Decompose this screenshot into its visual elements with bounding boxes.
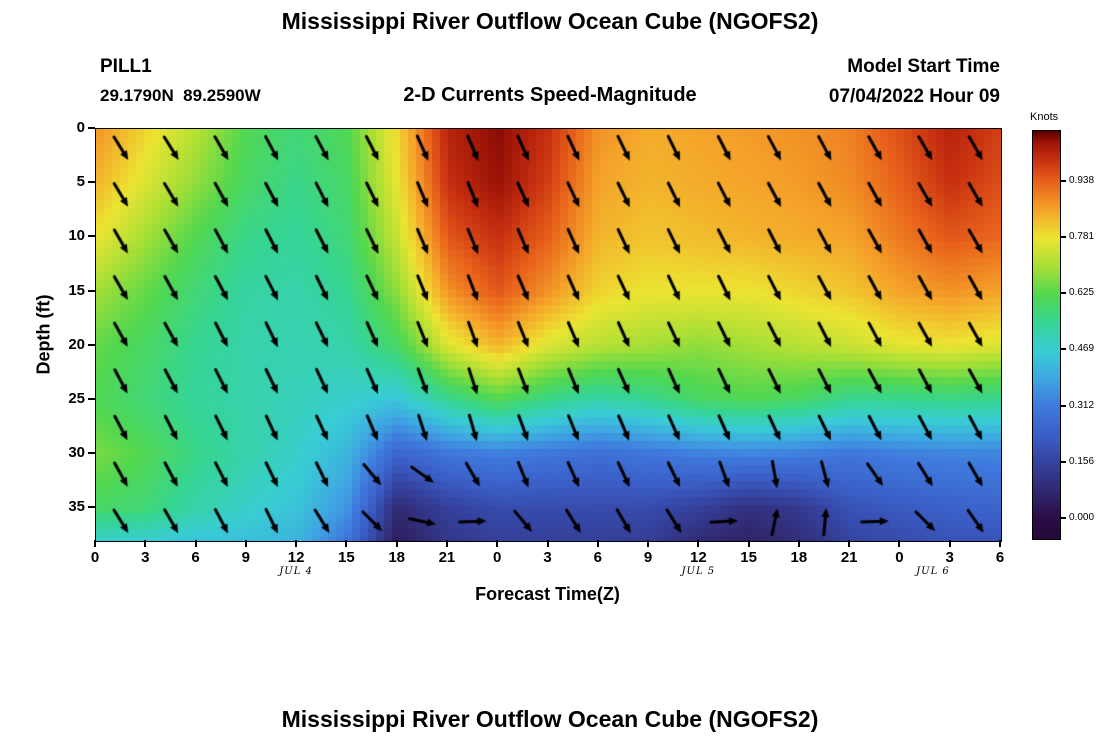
station-id: PILL1 <box>100 56 152 77</box>
x-tick-mark <box>144 540 147 547</box>
x-tick-label: 0 <box>895 549 904 566</box>
day-label: JUL 4 <box>279 566 313 577</box>
x-axis-label: Forecast Time(Z) <box>475 584 620 604</box>
station-coordinates: 29.1790N 89.2590W <box>100 86 261 105</box>
colorbar-tick-label: 0.312 <box>1069 399 1095 411</box>
x-tick-mark <box>797 540 800 547</box>
heatmap-canvas <box>96 129 1001 541</box>
colorbar-tick-mark <box>1060 404 1066 407</box>
colorbar-tick-mark <box>1060 460 1066 463</box>
colorbar-tick-label: 0.781 <box>1069 231 1095 243</box>
x-tick-label: 9 <box>241 549 250 566</box>
day-label: JUL 6 <box>916 566 950 577</box>
x-tick-label: 6 <box>995 549 1005 566</box>
x-tick-mark <box>697 540 700 547</box>
bottom-page-title: Mississippi River Outflow Ocean Cube (NG… <box>281 706 819 732</box>
colorbar-tick-mark <box>1060 516 1066 519</box>
x-tick-mark <box>898 540 901 547</box>
x-tick-label: 6 <box>191 549 200 566</box>
x-tick-mark <box>948 540 951 547</box>
x-tick-mark <box>295 540 298 547</box>
colorbar-tick-mark <box>1060 292 1066 295</box>
x-tick-label: 18 <box>790 549 808 566</box>
y-tick-label: 5 <box>76 173 85 191</box>
y-tick-label: 35 <box>68 498 85 516</box>
y-tick-label: 25 <box>68 390 85 408</box>
y-tick-label: 30 <box>68 444 85 462</box>
colorbar-tick-label: 0.156 <box>1069 455 1095 467</box>
y-tick-mark <box>88 506 95 509</box>
x-tick-mark <box>395 540 398 547</box>
chart-subtitle: 2-D Currents Speed-Magnitude <box>403 84 697 106</box>
heatmap-plot-area <box>95 128 1002 542</box>
colorbar-tick-mark <box>1060 348 1066 351</box>
y-tick-mark <box>88 343 95 346</box>
colorbar-tick-label: 0.625 <box>1069 287 1095 299</box>
x-tick-mark <box>194 540 197 547</box>
x-tick-label: 12 <box>287 549 305 566</box>
y-tick-mark <box>88 398 95 401</box>
colorbar-tick-label: 0.938 <box>1069 175 1095 186</box>
x-tick-mark <box>596 540 599 547</box>
colorbar-tick-label: 0.000 <box>1069 511 1095 523</box>
colorbar <box>1032 130 1061 540</box>
y-tick-label: 0 <box>76 119 85 136</box>
x-tick-label: 3 <box>945 549 954 566</box>
page-title: Mississippi River Outflow Ocean Cube (NG… <box>281 8 819 34</box>
x-tick-label: 21 <box>840 549 858 566</box>
x-tick-mark <box>999 540 1001 547</box>
colorbar-tick-label: 0.469 <box>1069 343 1095 355</box>
x-tick-mark <box>747 540 750 547</box>
model-start-time-value: 07/04/2022 Hour 09 <box>828 86 1000 107</box>
x-tick-mark <box>546 540 549 547</box>
x-tick-label: 0 <box>90 549 100 566</box>
x-tick-label: 3 <box>543 549 552 566</box>
model-start-time-label: Model Start Time <box>847 56 1000 77</box>
x-tick-mark <box>345 540 348 547</box>
x-tick-mark <box>445 540 448 547</box>
x-tick-mark <box>848 540 851 547</box>
x-tick-label: 9 <box>643 549 653 566</box>
x-tick-label: 15 <box>740 549 757 566</box>
x-tick-mark <box>647 540 650 547</box>
colorbar-units-label: Knots <box>1030 111 1059 123</box>
colorbar-tick-mark <box>1060 236 1066 239</box>
colorbar-tick-mark <box>1060 180 1066 182</box>
y-tick-label: 10 <box>68 227 85 245</box>
y-tick-label: 20 <box>68 335 85 353</box>
x-tick-mark <box>244 540 247 547</box>
x-tick-label: 21 <box>438 549 456 566</box>
y-tick-mark <box>88 181 95 184</box>
x-tick-label: 0 <box>493 549 502 566</box>
y-tick-mark <box>88 235 95 238</box>
x-tick-label: 6 <box>593 549 602 566</box>
x-tick-label: 3 <box>141 549 150 566</box>
y-tick-mark <box>88 452 95 455</box>
day-label: JUL 5 <box>681 566 716 577</box>
y-tick-label: 15 <box>68 281 85 299</box>
y-tick-mark <box>88 289 95 292</box>
x-tick-label: 12 <box>689 549 707 566</box>
x-tick-mark <box>496 540 499 547</box>
x-tick-label: 18 <box>388 549 405 566</box>
x-tick-mark <box>94 540 96 547</box>
x-tick-label: 15 <box>338 549 355 566</box>
y-tick-mark <box>88 127 95 129</box>
